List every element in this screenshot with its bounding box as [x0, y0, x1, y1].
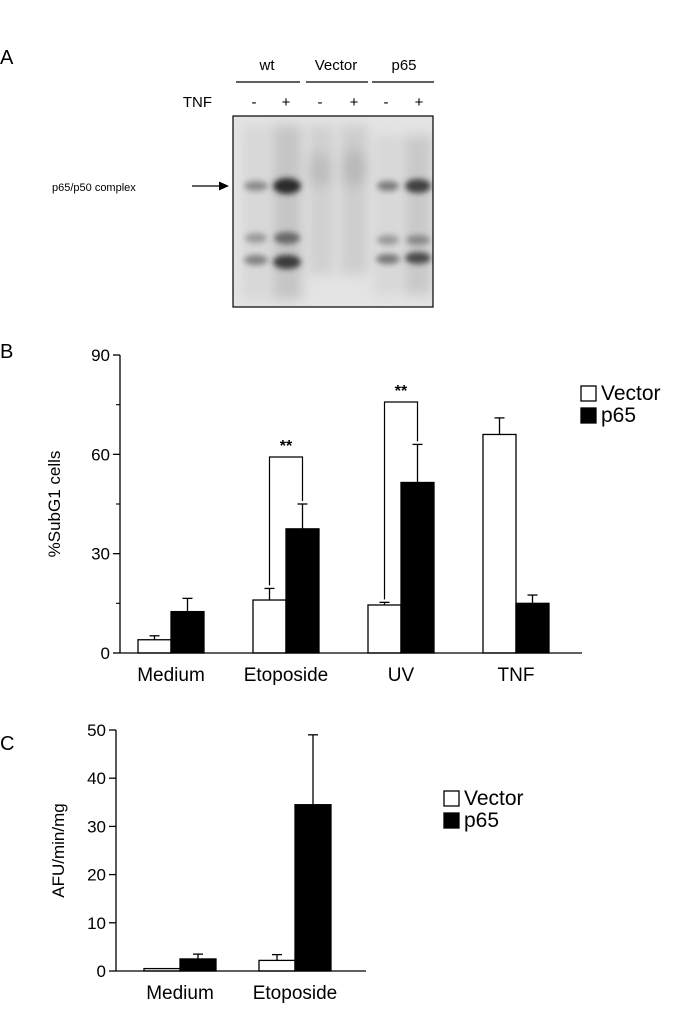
legend-swatch-p65: [580, 407, 597, 424]
y-tick-label: 30: [91, 545, 110, 564]
x-category-label: Medium: [137, 665, 205, 686]
y-tick-label: 50: [87, 721, 106, 740]
y-tick-label: 60: [91, 445, 110, 464]
y-tick-label: 90: [91, 346, 110, 365]
y-axis-label: AFU/min/mg: [49, 803, 68, 897]
y-tick-label: 10: [87, 914, 106, 933]
significance-label: **: [395, 383, 408, 400]
bar-vector: [482, 433, 517, 654]
x-category-label: Etoposide: [253, 983, 338, 1004]
legend-swatch-vector: [443, 790, 460, 807]
significance-bracket: [383, 401, 419, 600]
panel-letter-a: A: [0, 47, 14, 69]
gel-group-label: wt: [259, 57, 276, 74]
band-annotation-arrowhead: [219, 181, 229, 191]
band-annotation-label: p65/p50 complex: [52, 182, 136, 194]
gel-row-label: TNF: [183, 94, 212, 111]
bar-vector: [367, 604, 402, 654]
x-category-label: Medium: [146, 983, 214, 1004]
chart-c: 0 10 20 30 40 50 AFU/min/mg Medium Etoposide Vect…: [49, 721, 524, 1004]
legend-swatch-p65: [443, 812, 460, 829]
gel-lane-label: +: [415, 94, 424, 111]
y-tick-label: 40: [87, 769, 106, 788]
legend-label: p65: [601, 404, 636, 427]
gel-lane-label: +: [282, 94, 291, 111]
y-tick-label: 0: [97, 962, 106, 981]
bar-p65: [170, 610, 205, 654]
bar-vector: [258, 959, 296, 972]
x-category-label: Etoposide: [244, 665, 329, 686]
gel-lane-label: -: [384, 94, 389, 111]
y-tick-label: 20: [87, 866, 106, 885]
panel-letter-c: C: [0, 733, 14, 755]
gel-group-label: Vector: [315, 57, 358, 74]
panel-a-gel: A wt Vector p65 TNF - + - + - +: [0, 47, 434, 308]
gel-bands: [242, 125, 432, 300]
legend-label: Vector: [601, 382, 661, 405]
x-category-label: TNF: [498, 665, 535, 686]
gel-lane-label: -: [318, 94, 323, 111]
bar-p65: [179, 958, 217, 972]
y-axis-label: %SubG1 cells: [45, 451, 64, 558]
significance-label: **: [280, 438, 293, 455]
bar-p65: [515, 602, 550, 654]
x-category-label: UV: [388, 665, 415, 686]
legend-label: p65: [464, 809, 499, 832]
gel-frame: [232, 115, 434, 308]
chart-b: 0 30 60 90 %SubG1 cells Medium Etoposide ** UV **…: [45, 346, 661, 686]
gel-lane-label: -: [252, 94, 257, 111]
bar-vector: [252, 599, 287, 654]
gel-lane-label: +: [350, 94, 359, 111]
y-tick-label: 0: [101, 644, 110, 663]
legend-swatch-vector: [580, 385, 597, 402]
legend-label: Vector: [464, 787, 524, 810]
significance-bracket: [268, 456, 304, 586]
bar-p65: [400, 481, 435, 654]
gel-group-label: p65: [391, 57, 416, 74]
bar-p65: [285, 528, 320, 654]
bar-vector: [137, 639, 172, 654]
y-tick-label: 30: [87, 817, 106, 836]
bar-p65: [294, 804, 332, 972]
panel-letter-b: B: [0, 341, 13, 363]
